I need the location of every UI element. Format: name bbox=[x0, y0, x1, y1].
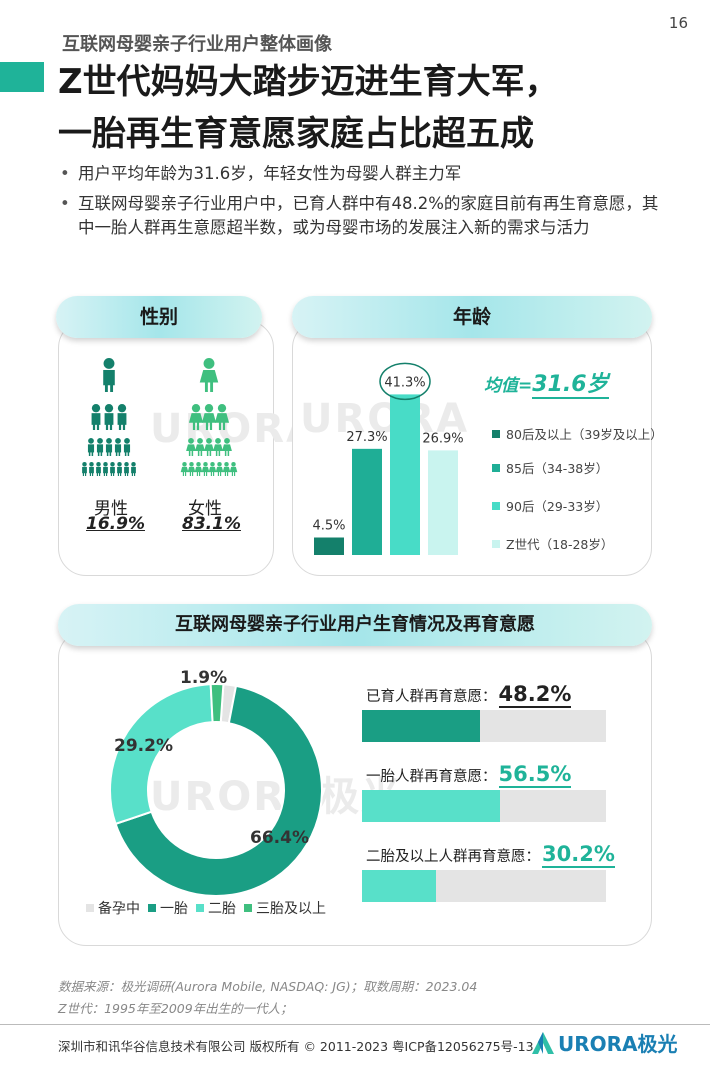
age-legend-item: 80后及以上（39岁及以上） bbox=[492, 424, 663, 443]
willingness-label: 一胎人群再育意愿：56.5% bbox=[366, 762, 572, 788]
female-figures-icon bbox=[180, 358, 238, 476]
legend-swatch bbox=[492, 502, 500, 510]
age-bar bbox=[352, 448, 382, 555]
watermark: URORA极光 bbox=[150, 764, 403, 822]
willingness-value: 30.2% bbox=[542, 842, 615, 868]
donut-slice bbox=[114, 684, 323, 897]
pie-legend-item: 备孕中 bbox=[86, 901, 140, 917]
donut-value-label: 66.4% bbox=[250, 828, 309, 848]
age-bar bbox=[314, 537, 344, 555]
legend-label: 三胎及以上 bbox=[256, 901, 326, 917]
headline: Z世代妈妈大踏步迈进生育大军， 一胎再生育意愿家庭占比超五成 bbox=[58, 56, 559, 160]
willingness-label: 二胎及以上人群再育意愿：30.2% bbox=[366, 842, 615, 868]
brand-name: URORA bbox=[558, 1032, 638, 1056]
male-label: 男性 bbox=[94, 499, 128, 519]
willingness-bar-track bbox=[362, 870, 606, 902]
gender-panel-title: 性别 bbox=[56, 296, 262, 338]
birth-donut-chart bbox=[109, 683, 323, 897]
headline-line-1: Z世代妈妈大踏步迈进生育大军， bbox=[58, 62, 559, 102]
donut-value-label: 29.2% bbox=[114, 736, 173, 756]
brand-suffix: 极光 bbox=[637, 1032, 678, 1056]
willingness-value: 56.5% bbox=[498, 762, 572, 788]
average-age-label: 均值= bbox=[484, 376, 533, 396]
willingness-bar-fill bbox=[362, 790, 500, 822]
age-bar-value-label: 27.3% bbox=[346, 430, 387, 445]
watermark-text: URORA极光 bbox=[150, 774, 404, 820]
bullet-item: 互联网母婴亲子行业用户中，已育人群中有48.2%的家庭目前有再生育意愿，其中一胎… bbox=[60, 192, 670, 240]
average-age: 均值=31.6岁 bbox=[484, 366, 609, 399]
legend-swatch bbox=[148, 904, 156, 912]
pie-legend-item: 三胎及以上 bbox=[244, 901, 326, 917]
age-panel-title: 年龄 bbox=[292, 296, 652, 338]
legend-label: 80后及以上（39岁及以上） bbox=[506, 427, 663, 442]
male-people-icon bbox=[82, 358, 136, 476]
watermark: URORA bbox=[300, 396, 470, 442]
headline-line-2: 一胎再生育意愿家庭占比超五成 bbox=[58, 114, 534, 154]
aurora-logo-icon bbox=[532, 1032, 554, 1054]
willingness-label-text: 一胎人群再育意愿： bbox=[366, 769, 497, 785]
legend-label: 85后（34-38岁） bbox=[506, 461, 609, 476]
bullet-item: 用户平均年龄为31.6岁，年轻女性为母婴人群主力军 bbox=[60, 162, 670, 186]
willingness-bar-track bbox=[362, 790, 606, 822]
genz-footnote: Z世代：1995年至2009年出生的一代人； bbox=[58, 1001, 293, 1016]
legend-label: 90后（29-33岁） bbox=[506, 499, 609, 514]
age-bar bbox=[390, 394, 420, 555]
age-legend-item: 85后（34-38岁） bbox=[492, 458, 608, 477]
legend-swatch bbox=[492, 430, 500, 438]
birth-panel-title: 互联网母婴亲子行业用户生育情况及再育意愿 bbox=[58, 604, 652, 646]
legend-swatch bbox=[86, 904, 94, 912]
pie-legend-item: 二胎 bbox=[196, 901, 236, 917]
pie-legend: 备孕中 一胎 二胎 三胎及以上 bbox=[86, 898, 334, 918]
brand-logo: URORA极光 bbox=[530, 1028, 678, 1057]
legend-swatch bbox=[196, 904, 204, 912]
section-label: 互联网母婴亲子行业用户整体画像 bbox=[62, 34, 332, 55]
highlight-circle bbox=[379, 362, 431, 401]
age-bar-value-label: 41.3% bbox=[384, 375, 425, 390]
average-age-value: 31.6岁 bbox=[532, 372, 609, 399]
age-bar bbox=[428, 450, 458, 555]
age-legend-item: Z世代（18-28岁） bbox=[492, 534, 613, 553]
female-people-icon bbox=[180, 358, 238, 476]
legend-swatch bbox=[492, 464, 500, 472]
legend-label: 一胎 bbox=[160, 901, 188, 917]
male-figures-icon bbox=[82, 358, 136, 476]
footer-copyright: 深圳市和讯华谷信息技术有限公司 版权所有 © 2011-2023 粤ICP备12… bbox=[58, 1039, 534, 1054]
willingness-bar-fill bbox=[362, 710, 480, 742]
willingness-value: 48.2% bbox=[498, 682, 572, 708]
willingness-bar-fill bbox=[362, 870, 436, 902]
age-legend-item: 90后（29-33岁） bbox=[492, 496, 608, 515]
donut-slice bbox=[209, 683, 225, 724]
page-number: 16 bbox=[668, 14, 688, 32]
legend-swatch bbox=[492, 540, 500, 548]
legend-label: 备孕中 bbox=[98, 901, 140, 917]
summary-bullets: 用户平均年龄为31.6岁，年轻女性为母婴人群主力军 互联网母婴亲子行业用户中，已… bbox=[60, 162, 670, 246]
age-bar-value-label: 4.5% bbox=[312, 519, 345, 534]
legend-swatch bbox=[244, 904, 252, 912]
female-percentage: 83.1% bbox=[182, 514, 241, 534]
female-label: 女性 bbox=[188, 499, 222, 519]
willingness-label-text: 二胎及以上人群再育意愿： bbox=[366, 849, 540, 865]
legend-label: 二胎 bbox=[208, 901, 236, 917]
willingness-label: 已育人群再育意愿：48.2% bbox=[366, 682, 572, 708]
age-bar-chart: 4.5% 27.3% 41.3% 26.9% bbox=[312, 362, 464, 555]
accent-bar bbox=[0, 62, 44, 92]
male-percentage: 16.9% bbox=[86, 514, 145, 534]
donut-value-label: 1.9% bbox=[180, 668, 228, 688]
age-bar-value-label: 26.9% bbox=[422, 431, 463, 446]
legend-label: Z世代（18-28岁） bbox=[506, 537, 614, 552]
source-footnote: 数据来源：极光调研(Aurora Mobile, NASDAQ: JG)；取数周… bbox=[58, 979, 478, 994]
willingness-bar-track bbox=[362, 710, 606, 742]
willingness-label-text: 已育人群再育意愿： bbox=[366, 689, 497, 705]
pie-legend-item: 一胎 bbox=[148, 901, 188, 917]
footer-divider bbox=[0, 1024, 710, 1025]
